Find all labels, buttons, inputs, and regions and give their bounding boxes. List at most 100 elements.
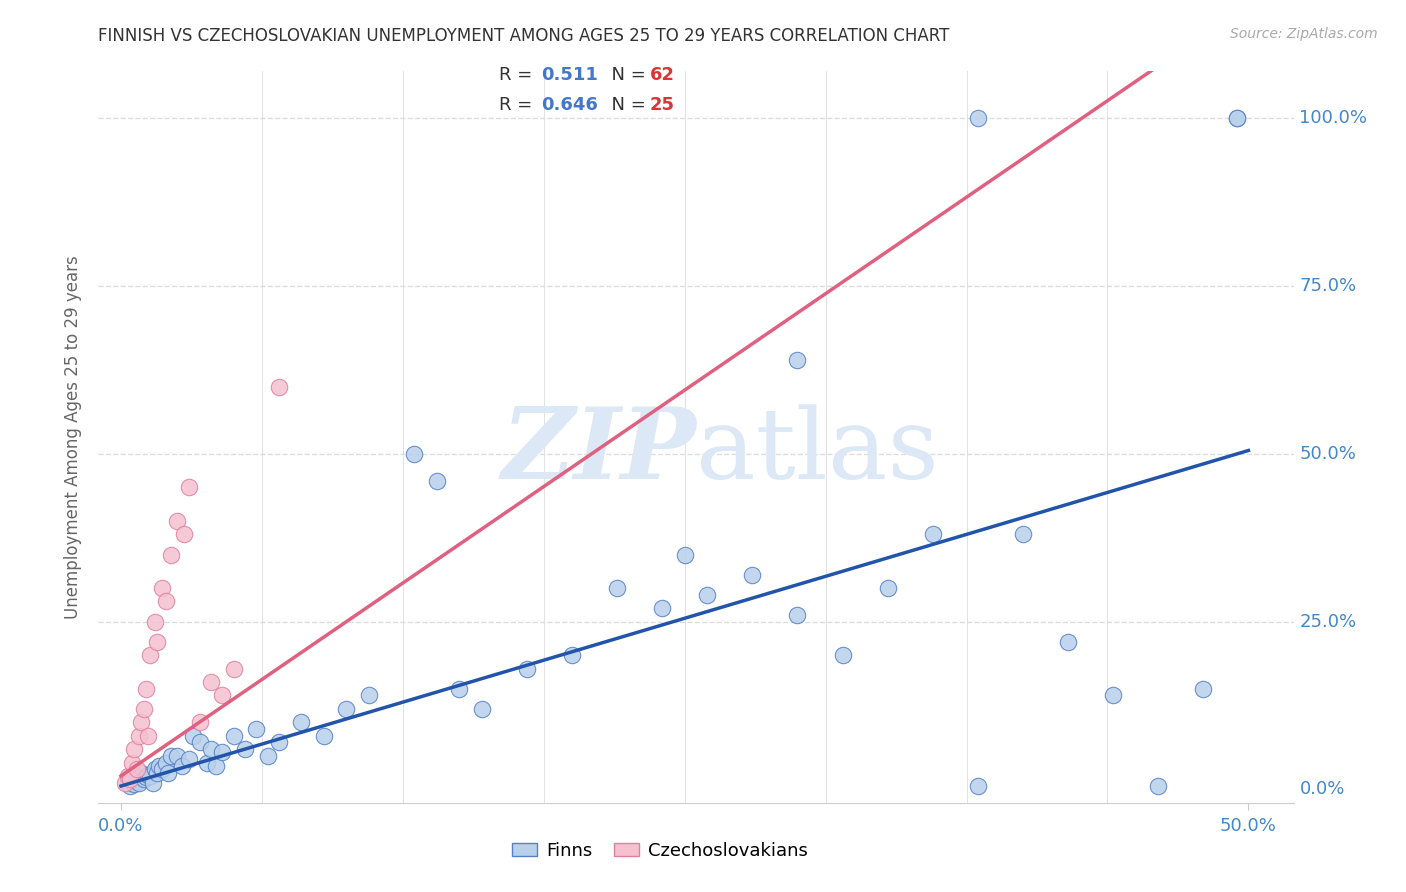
Point — [135, 770, 157, 784]
Point — [921, 527, 943, 541]
Point — [129, 765, 152, 780]
Point — [831, 648, 853, 662]
Point — [143, 615, 166, 629]
Point — [200, 742, 222, 756]
Point — [1057, 634, 1080, 648]
Point — [233, 742, 256, 756]
Point — [166, 514, 188, 528]
Point — [290, 715, 312, 730]
Point — [146, 765, 169, 780]
Text: R =: R = — [499, 96, 538, 114]
Text: 25: 25 — [650, 96, 675, 114]
Point — [117, 769, 139, 783]
Point — [136, 729, 159, 743]
Text: 50.0%: 50.0% — [1299, 445, 1357, 463]
Point — [696, 588, 718, 602]
Text: 25.0%: 25.0% — [1299, 613, 1357, 631]
Point — [117, 775, 139, 789]
Point — [204, 759, 226, 773]
Text: 100.0%: 100.0% — [1299, 110, 1368, 128]
Point — [155, 594, 177, 608]
Point — [136, 767, 159, 781]
Text: N =: N = — [600, 96, 652, 114]
Text: 0.646: 0.646 — [541, 96, 598, 114]
Point — [1102, 689, 1125, 703]
Point — [1226, 112, 1249, 126]
Text: FINNISH VS CZECHOSLOVAKIAN UNEMPLOYMENT AMONG AGES 25 TO 29 YEARS CORRELATION CH: FINNISH VS CZECHOSLOVAKIAN UNEMPLOYMENT … — [98, 27, 950, 45]
Point — [170, 759, 193, 773]
Point — [471, 702, 494, 716]
Point — [188, 715, 211, 730]
Point — [426, 474, 449, 488]
Point — [188, 735, 211, 749]
Text: 62: 62 — [650, 66, 675, 84]
Text: ZIP: ZIP — [501, 403, 696, 500]
Point — [673, 548, 696, 562]
Point — [1192, 681, 1215, 696]
Point — [181, 729, 204, 743]
Point — [118, 772, 141, 787]
Point — [124, 777, 146, 791]
Point — [157, 765, 180, 780]
Text: atlas: atlas — [696, 404, 939, 500]
Point — [222, 729, 245, 743]
Text: Source: ZipAtlas.com: Source: ZipAtlas.com — [1230, 27, 1378, 41]
Point — [256, 748, 278, 763]
Point — [128, 775, 150, 789]
Point — [114, 775, 136, 789]
Point — [195, 756, 218, 770]
Point — [1012, 527, 1035, 541]
Point — [139, 648, 162, 662]
Point — [211, 746, 233, 760]
Point — [121, 772, 143, 787]
Point — [876, 581, 898, 595]
Point — [741, 567, 763, 582]
Point — [143, 762, 166, 776]
Point — [128, 729, 150, 743]
Point — [124, 742, 146, 756]
Point — [155, 756, 177, 770]
Text: R =: R = — [499, 66, 538, 84]
Point — [125, 769, 148, 783]
Point — [245, 722, 267, 736]
Point — [132, 702, 155, 716]
Point — [267, 735, 290, 749]
Point — [651, 601, 673, 615]
Point — [118, 779, 141, 793]
Point — [150, 762, 173, 776]
Text: 75.0%: 75.0% — [1299, 277, 1357, 295]
Point — [404, 447, 426, 461]
Point — [159, 548, 181, 562]
Point — [1147, 779, 1170, 793]
Point — [159, 748, 181, 763]
Point — [312, 729, 335, 743]
Point — [132, 772, 155, 787]
Point — [148, 759, 170, 773]
Point — [561, 648, 583, 662]
Legend: Finns, Czechoslovakians: Finns, Czechoslovakians — [505, 835, 815, 867]
Point — [166, 748, 188, 763]
Point — [357, 689, 380, 703]
Point — [222, 662, 245, 676]
Point — [141, 775, 163, 789]
Text: N =: N = — [600, 66, 652, 84]
Text: 0.511: 0.511 — [541, 66, 598, 84]
Point — [139, 769, 162, 783]
Point — [786, 607, 808, 622]
Point — [449, 681, 471, 696]
Point — [173, 527, 195, 541]
Point — [335, 702, 357, 716]
Point — [267, 380, 290, 394]
Point — [606, 581, 628, 595]
Point — [125, 762, 148, 776]
Point — [1226, 112, 1249, 126]
Point — [966, 112, 988, 126]
Point — [121, 756, 143, 770]
Point — [135, 681, 157, 696]
Point — [200, 675, 222, 690]
Point — [129, 715, 152, 730]
Point — [150, 581, 173, 595]
Point — [146, 634, 169, 648]
Point — [177, 480, 200, 494]
Point — [177, 752, 200, 766]
